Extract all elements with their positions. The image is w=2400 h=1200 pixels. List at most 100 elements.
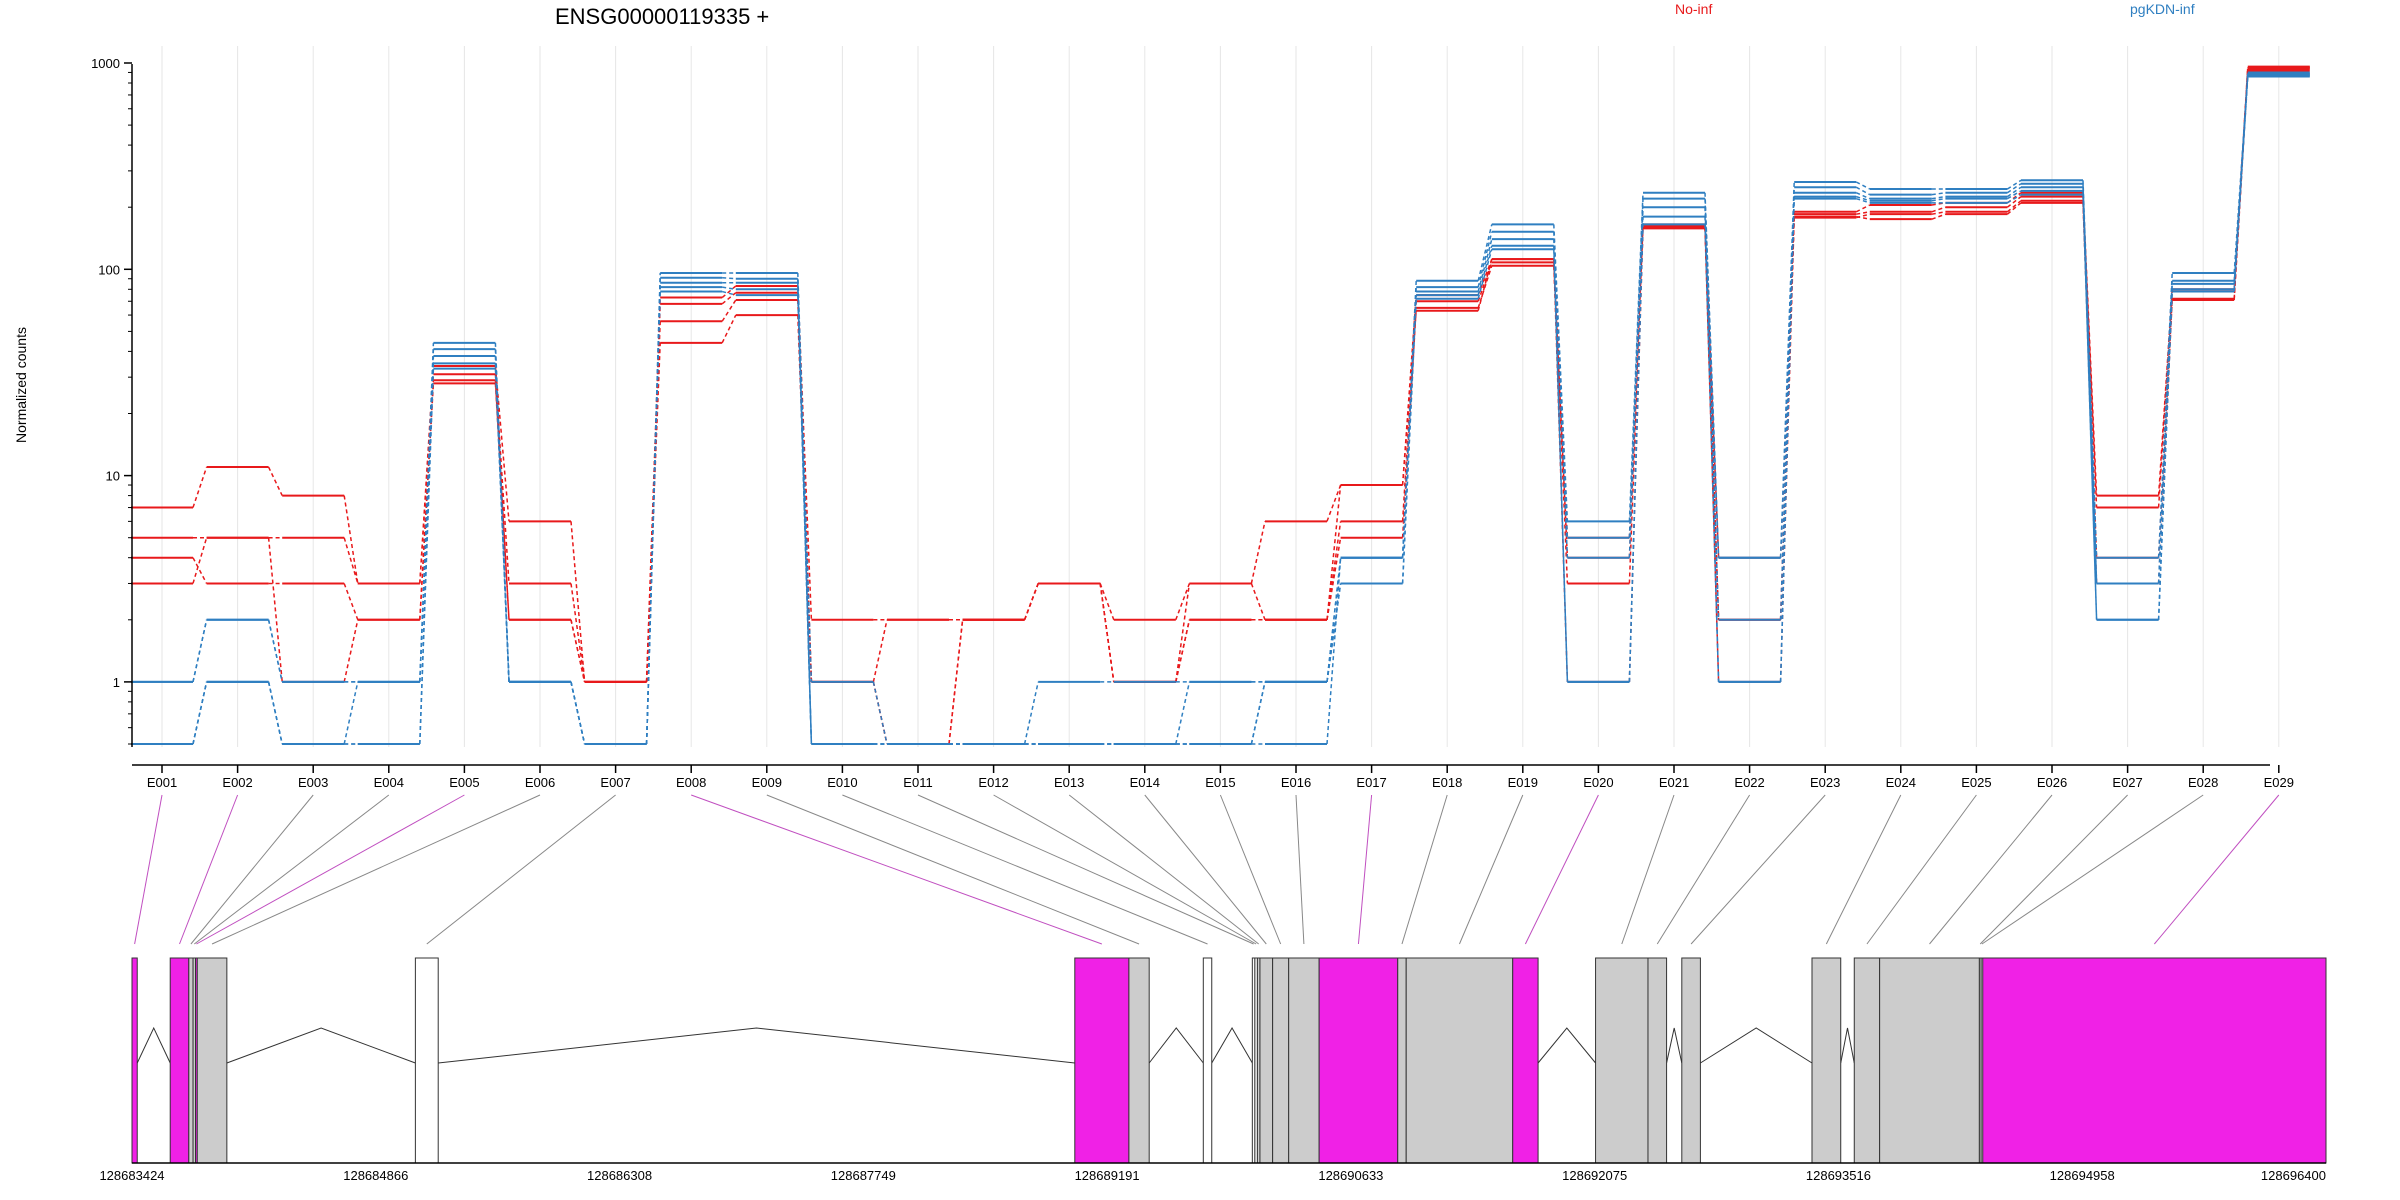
intron-line [1148, 1027, 1204, 1064]
intron-line [1211, 1027, 1253, 1064]
series-connector [419, 368, 435, 745]
legend-pgkdn-inf: pgKDN-inf [2130, 1, 2195, 17]
exon-connector [211, 794, 541, 945]
series-connector [267, 537, 283, 682]
series-connector [1326, 557, 1342, 745]
series-connector [2157, 291, 2173, 620]
x-tick-label: E016 [1281, 775, 1311, 790]
y-tick-label: 1000 [91, 56, 120, 71]
series-connector [722, 277, 736, 280]
series-connector [722, 290, 736, 296]
series-connector [1326, 484, 1342, 522]
series-connector [267, 681, 283, 745]
series-connector [494, 383, 510, 620]
series-connector [267, 466, 283, 496]
series-connector [1855, 181, 1871, 190]
series-connector [1401, 298, 1417, 584]
exon-box [1879, 957, 1980, 1164]
x-tick-label: E005 [449, 775, 479, 790]
exon-connector [1219, 794, 1282, 945]
series-connector [1704, 207, 1720, 620]
series-connector [192, 466, 208, 508]
exon-box [1202, 957, 1213, 1164]
series-connector [645, 321, 661, 682]
series-connector [1855, 204, 1871, 213]
x-tick-label: E010 [827, 775, 857, 790]
series-connector [1175, 681, 1191, 745]
genomic-coordinate-label: 128684866 [343, 1168, 408, 1183]
exon-connector [196, 794, 465, 945]
series-connector [1779, 192, 1795, 620]
series-connector [797, 295, 813, 745]
exon-connector [1825, 794, 1902, 945]
series-connector [1023, 583, 1039, 621]
series-connector [2007, 194, 2022, 204]
exon-box [1982, 957, 2327, 1164]
series-connector [1401, 310, 1417, 486]
series-connector [872, 619, 888, 683]
series-connector [721, 314, 737, 344]
x-tick-label: E022 [1734, 775, 1764, 790]
x-axis-ticks: E001 E002 E003 E004 E005 E006 E007 E008 E009 E010… [147, 765, 2294, 790]
exon-box [1397, 957, 1407, 1164]
series-connector [1628, 224, 1644, 682]
series-connector [1099, 583, 1115, 683]
series-connector [192, 537, 208, 584]
series-connector [2082, 194, 2098, 620]
series-connector [2157, 291, 2173, 508]
series-connector [1855, 192, 1871, 200]
exon-connector [190, 794, 314, 945]
exon-connector [1458, 794, 1524, 945]
exon-connector [1981, 794, 2204, 945]
series-connector [1779, 217, 1795, 620]
series-connector [1326, 583, 1342, 683]
genomic-coordinate-label: 128689191 [1075, 1168, 1140, 1183]
series-connector [645, 291, 661, 745]
series-connector [721, 299, 737, 322]
genomic-axis: 128683424 128684866 128686308 128687749 1286… [99, 1162, 2326, 1183]
x-tick-label: E014 [1130, 775, 1160, 790]
x-tick-label: E029 [2264, 775, 2294, 790]
x-tick-label: E023 [1810, 775, 1840, 790]
intron-line [438, 1027, 1075, 1064]
x-tick-label: E026 [2037, 775, 2067, 790]
x-tick-label: E012 [978, 775, 1008, 790]
exon-box [196, 957, 228, 1164]
exon-box [1853, 957, 1881, 1164]
intron-line [1840, 1027, 1855, 1064]
series-lines [131, 65, 2310, 745]
exon-connector [1401, 794, 1448, 945]
exon-connector [134, 794, 163, 945]
series-connector [494, 368, 510, 682]
series-connector [343, 681, 359, 745]
y-tick-label: 100 [98, 262, 120, 277]
series-connector [645, 303, 661, 682]
exon-connector [1357, 794, 1373, 945]
x-tick-label: E015 [1205, 775, 1235, 790]
series-connector [1704, 224, 1720, 682]
series-connector [1326, 484, 1342, 620]
x-tick-label: E017 [1356, 775, 1386, 790]
series-connector [2006, 196, 2022, 208]
genomic-coordinate-label: 128686308 [587, 1168, 652, 1183]
x-tick-label: E028 [2188, 775, 2218, 790]
x-tick-label: E018 [1432, 775, 1462, 790]
y-tick-label: 10 [106, 469, 120, 484]
genomic-coordinate-label: 128694958 [2050, 1168, 2115, 1183]
exon-connector [1524, 794, 1599, 945]
series-connector [1931, 192, 1946, 196]
exon-box [1074, 957, 1130, 1164]
exon-box [1128, 957, 1150, 1164]
series-connector [1931, 211, 1946, 215]
x-tick-label: E011 [903, 775, 932, 790]
genomic-coordinate-label: 128693516 [1806, 1168, 1871, 1183]
series-connector [1931, 195, 1946, 200]
series-connector [2006, 200, 2022, 213]
series-connector [2233, 76, 2249, 292]
x-tick-label: E024 [1886, 775, 1916, 790]
series-connector [1175, 619, 1191, 683]
series-connector [343, 495, 359, 584]
axes [131, 64, 2270, 766]
genomic-coordinate-label: 128690633 [1318, 1168, 1383, 1183]
x-tick-label: E006 [525, 775, 555, 790]
